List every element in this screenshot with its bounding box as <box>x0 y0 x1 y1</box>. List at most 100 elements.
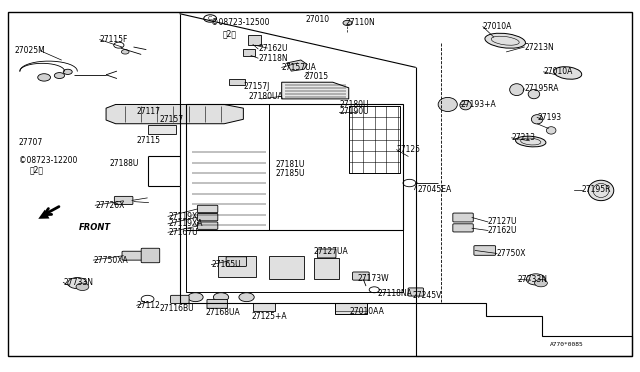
Circle shape <box>534 279 547 287</box>
Polygon shape <box>106 105 243 124</box>
FancyBboxPatch shape <box>474 246 495 255</box>
Text: 27245V: 27245V <box>413 291 442 300</box>
Text: 27125: 27125 <box>397 145 420 154</box>
Ellipse shape <box>509 84 524 96</box>
Bar <box>186 105 403 231</box>
Text: 27110N: 27110N <box>346 19 375 28</box>
Text: 27117: 27117 <box>136 108 160 116</box>
Text: 27195RA: 27195RA <box>524 84 559 93</box>
Ellipse shape <box>438 97 458 112</box>
Ellipse shape <box>528 89 540 99</box>
Text: 27025M: 27025M <box>15 46 45 55</box>
Text: 27185U: 27185U <box>275 169 305 177</box>
Text: 27157: 27157 <box>159 115 183 124</box>
Text: 27115F: 27115F <box>100 35 128 44</box>
Text: 27180U: 27180U <box>339 100 369 109</box>
Text: 27010A: 27010A <box>483 22 512 31</box>
Text: 27162U: 27162U <box>488 226 518 235</box>
FancyBboxPatch shape <box>317 249 336 258</box>
Text: 27165U: 27165U <box>211 260 241 269</box>
Ellipse shape <box>547 127 556 134</box>
FancyBboxPatch shape <box>197 214 218 221</box>
Ellipse shape <box>588 180 614 201</box>
Bar <box>148 125 176 134</box>
Text: 27125+A: 27125+A <box>251 312 287 321</box>
Text: 27115: 27115 <box>136 136 160 145</box>
Circle shape <box>76 283 89 291</box>
Bar <box>229 78 245 85</box>
Bar <box>349 106 400 173</box>
FancyBboxPatch shape <box>197 222 218 230</box>
FancyBboxPatch shape <box>453 224 473 232</box>
FancyBboxPatch shape <box>408 288 424 296</box>
FancyBboxPatch shape <box>122 251 144 260</box>
Text: 27168UA: 27168UA <box>205 308 240 317</box>
Text: 27010: 27010 <box>306 15 330 24</box>
Text: ©08723-12500: ©08723-12500 <box>211 19 270 28</box>
FancyBboxPatch shape <box>226 257 246 266</box>
Text: 27157UA: 27157UA <box>282 63 317 72</box>
Text: 27119XA: 27119XA <box>168 219 202 228</box>
Text: 27726X: 27726X <box>95 201 125 210</box>
Text: 27045EA: 27045EA <box>418 185 452 194</box>
Ellipse shape <box>531 115 543 124</box>
Ellipse shape <box>460 100 471 110</box>
Circle shape <box>343 20 352 26</box>
Ellipse shape <box>516 136 546 147</box>
Text: 27213N: 27213N <box>524 42 554 51</box>
Ellipse shape <box>485 33 525 48</box>
Circle shape <box>188 293 203 302</box>
FancyBboxPatch shape <box>453 213 473 222</box>
Text: 27180UA: 27180UA <box>248 92 284 101</box>
Bar <box>248 35 261 45</box>
Text: 27127UA: 27127UA <box>314 247 348 256</box>
Text: 27127U: 27127U <box>488 218 518 227</box>
Text: 27750XA: 27750XA <box>93 256 128 264</box>
Text: 27213: 27213 <box>511 133 536 142</box>
Text: 27010A: 27010A <box>543 67 573 76</box>
FancyBboxPatch shape <box>353 272 369 280</box>
Text: 27116BU: 27116BU <box>159 304 194 313</box>
Text: 27118N: 27118N <box>258 54 287 62</box>
Bar <box>186 231 403 292</box>
Text: 27733N: 27733N <box>518 275 548 284</box>
FancyBboxPatch shape <box>115 196 133 205</box>
Text: 27750X: 27750X <box>497 249 526 258</box>
Polygon shape <box>282 82 349 99</box>
Polygon shape <box>287 60 307 71</box>
Circle shape <box>526 274 545 285</box>
Text: 27162U: 27162U <box>258 44 287 53</box>
Text: 27188U: 27188U <box>109 159 139 168</box>
Circle shape <box>213 293 228 302</box>
Text: 27118NA: 27118NA <box>378 289 412 298</box>
Text: 27193: 27193 <box>537 113 561 122</box>
Circle shape <box>239 293 254 302</box>
Bar <box>269 256 304 279</box>
Text: 27173W: 27173W <box>357 274 388 283</box>
FancyBboxPatch shape <box>141 248 160 263</box>
Ellipse shape <box>554 67 582 79</box>
Text: 27157J: 27157J <box>243 82 269 91</box>
Text: 27193+A: 27193+A <box>461 100 496 109</box>
Text: 27015: 27015 <box>305 72 329 81</box>
Text: 27119X: 27119X <box>168 212 197 221</box>
Text: 〈2〉: 〈2〉 <box>30 166 44 174</box>
Text: ©08723-12200: ©08723-12200 <box>19 155 77 164</box>
Circle shape <box>63 69 72 74</box>
Text: FRONT: FRONT <box>79 223 111 232</box>
Bar <box>218 256 256 277</box>
Text: C: C <box>208 16 212 21</box>
FancyBboxPatch shape <box>197 205 218 213</box>
Bar <box>314 258 339 279</box>
Text: A770*0085: A770*0085 <box>550 342 584 347</box>
Text: 〈2〉: 〈2〉 <box>223 29 237 39</box>
Circle shape <box>68 278 87 289</box>
Bar <box>243 49 255 56</box>
Text: 27010AA: 27010AA <box>349 307 384 316</box>
Text: 27707: 27707 <box>19 138 43 147</box>
Bar <box>335 303 367 314</box>
Text: 27112: 27112 <box>137 301 161 310</box>
Text: 27195R: 27195R <box>582 185 611 194</box>
Circle shape <box>38 74 51 81</box>
FancyBboxPatch shape <box>207 299 227 308</box>
